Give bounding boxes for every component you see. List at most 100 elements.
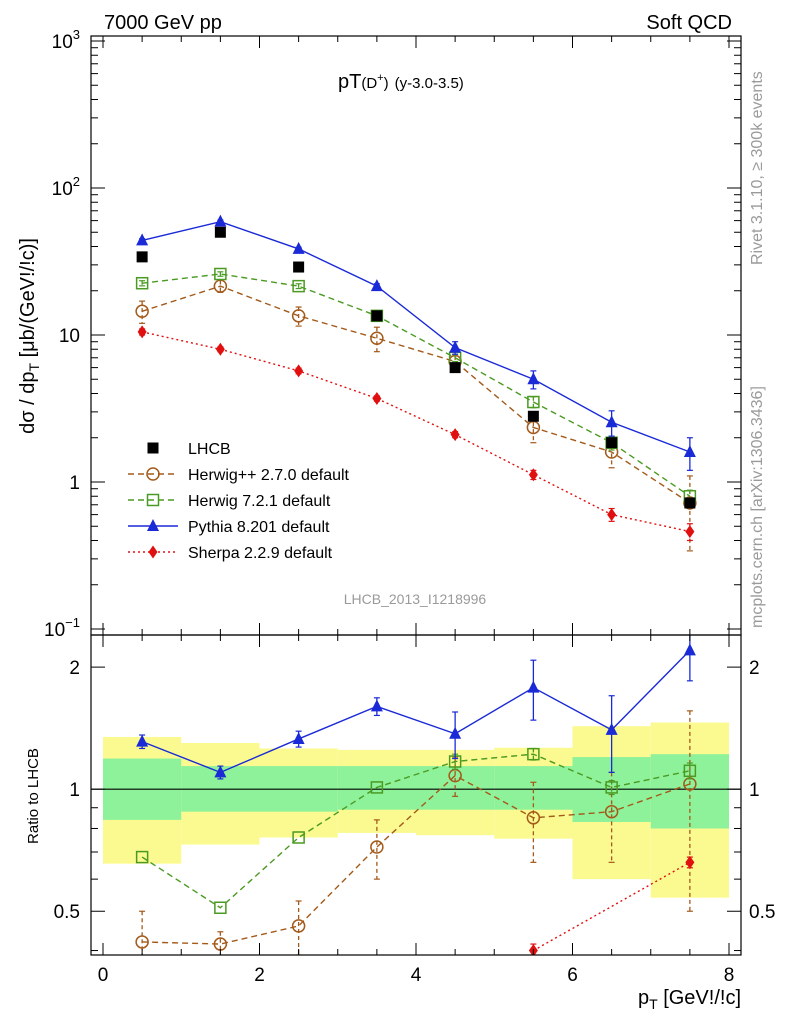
- main-herwig7-line: [142, 273, 691, 497]
- mcplots-label: mcplots.cern.ch [arXiv:1306.3436]: [749, 386, 766, 628]
- legend-marker-pythia: [147, 519, 159, 531]
- main-sherpa-point: [685, 525, 695, 539]
- main-pythia-point: [683, 444, 696, 457]
- main-herwigpp-point: [135, 304, 149, 319]
- main-pythia-point: [136, 233, 149, 246]
- main-sherpa-point: [137, 325, 147, 339]
- ratio-herwigpp-point: [604, 804, 619, 819]
- main-lhcb-point: [449, 362, 461, 374]
- ratio-herwigpp-point: [135, 935, 149, 949]
- main-herwig7-point: [292, 279, 305, 293]
- main-lhcb-point: [606, 437, 618, 449]
- legend-label-lhcb: LHCB: [188, 441, 231, 458]
- title-particle: (D: [361, 75, 377, 92]
- main-sherpa-point: [294, 364, 304, 378]
- ratio-pythia-point: [292, 731, 305, 744]
- ratio-herwig7-point: [527, 747, 540, 761]
- ratio-pythia-series: [136, 635, 696, 780]
- main-sherpa-series: [137, 325, 695, 542]
- ratio-y-tick-label-right: 2: [749, 658, 760, 679]
- main-pythia-point: [449, 340, 462, 353]
- x-tick-label: 6: [567, 965, 578, 986]
- main-sherpa-line: [141, 331, 691, 533]
- ratio-pythia-point: [370, 699, 383, 712]
- ratio-plot-area: [91, 635, 741, 955]
- y-axis-label-ratio: Ratio to LHCB: [25, 748, 42, 844]
- main-herwigpp-point: [370, 331, 384, 346]
- axes: 0 2 4 6 8 10−1 1 10 102 103 0.5 0.5 1 1 2 2: [44, 27, 775, 986]
- main-lhcb-point: [214, 226, 226, 238]
- ratio-y-tick-label-left: 0.5: [54, 902, 80, 923]
- main-title: pT(D+) (y-3.0-3.5): [338, 71, 464, 93]
- main-lhcb-point: [684, 497, 696, 509]
- ratio-herwigpp-point: [370, 840, 384, 854]
- ratio-herwig7-point: [292, 831, 305, 844]
- legend-label-herwig7: Herwig 7.2.1 default: [188, 493, 331, 510]
- y-tick-label: 1: [69, 473, 80, 494]
- ratio-herwig7-point: [605, 781, 618, 794]
- ratio-sherpa-point: [685, 855, 695, 869]
- ratio-herwig7-line: [141, 753, 691, 909]
- ratio-pythia-point: [683, 643, 696, 656]
- ratio-pythia-point: [605, 722, 618, 735]
- main-pythia-line: [141, 220, 691, 453]
- x-tick-label: 4: [411, 965, 422, 986]
- y-tick-label: 102: [52, 174, 80, 200]
- ratio-herwigpp-point: [526, 811, 541, 825]
- legend-marker-herwig7: [146, 493, 160, 507]
- ratio-herwig7-point: [135, 850, 149, 864]
- main-pythia-point: [527, 372, 540, 385]
- rivet-label: Rivet 3.1.10, ≥ 300k events: [749, 71, 766, 265]
- main-herwig7-point: [214, 267, 227, 281]
- title-pt: pT: [338, 71, 361, 93]
- header-left: 7000 GeV pp: [104, 12, 222, 34]
- main-lhcb-point: [527, 410, 539, 422]
- legend-marker-herwigpp: [146, 467, 160, 481]
- main-sherpa-point: [528, 468, 538, 482]
- x-axis-label: pT [GeV!/!c]: [638, 987, 741, 1012]
- legend-label-sherpa: Sherpa 2.2.9 default: [188, 545, 333, 562]
- legend-label-herwigpp: Herwig++ 2.7.0 default: [188, 467, 350, 484]
- main-lhcb-point: [293, 261, 305, 273]
- ratio-y-tick-label-left: 1: [69, 780, 80, 801]
- ratio-pythia-line: [141, 649, 691, 774]
- ratio-herwig7-point: [370, 781, 384, 794]
- main-pythia-point: [370, 279, 383, 292]
- header-right: Soft QCD: [646, 12, 732, 34]
- ratio-herwig7-point: [214, 901, 227, 915]
- legend: LHCB Herwig++ 2.7.0 default Herwig 7.2.1 d…: [128, 441, 350, 562]
- main-sherpa-point: [215, 342, 225, 356]
- x-tick-label: 0: [98, 965, 109, 986]
- main-pythia-point: [605, 415, 618, 428]
- main-pythia-point: [214, 214, 227, 227]
- title-particle-sup: +: [377, 72, 383, 84]
- title-range: (y-3.0-3.5): [395, 75, 464, 92]
- title-particle-close: ): [384, 75, 389, 92]
- legend-marker-sherpa: [148, 545, 158, 559]
- x-tick-label: 8: [724, 965, 735, 986]
- main-pythia-point: [292, 241, 305, 254]
- main-lhcb-series: [136, 226, 696, 509]
- ratio-pythia-point: [527, 680, 540, 693]
- y-tick-label: 10: [59, 326, 80, 347]
- x-tick-label: 2: [254, 965, 265, 986]
- ratio-herwigpp-line: [142, 774, 691, 945]
- ratio-pythia-point: [449, 726, 462, 739]
- legend-label-pythia: Pythia 8.201 default: [188, 519, 330, 536]
- main-sherpa-point: [607, 508, 617, 522]
- ratio-herwigpp-series: [135, 710, 697, 955]
- y-axis-label-main: dσ / dpT [μb/(GeV!/!c)]: [17, 238, 42, 434]
- analysis-id: LHCB_2013_I1218996: [344, 591, 487, 607]
- main-sherpa-point: [450, 428, 460, 442]
- legend-marker-lhcb: [147, 442, 159, 454]
- ratio-y-tick-label-right: 1: [749, 780, 760, 801]
- main-herwig7-point: [527, 395, 540, 409]
- ratio-band-inner: [494, 766, 573, 810]
- main-herwigpp-point: [683, 496, 697, 510]
- y-tick-label: 10−1: [44, 615, 80, 641]
- ratio-pythia-point: [214, 765, 227, 778]
- main-sherpa-point: [372, 391, 382, 405]
- main-lhcb-point: [371, 310, 383, 322]
- ratio-herwig7-point: [683, 764, 697, 778]
